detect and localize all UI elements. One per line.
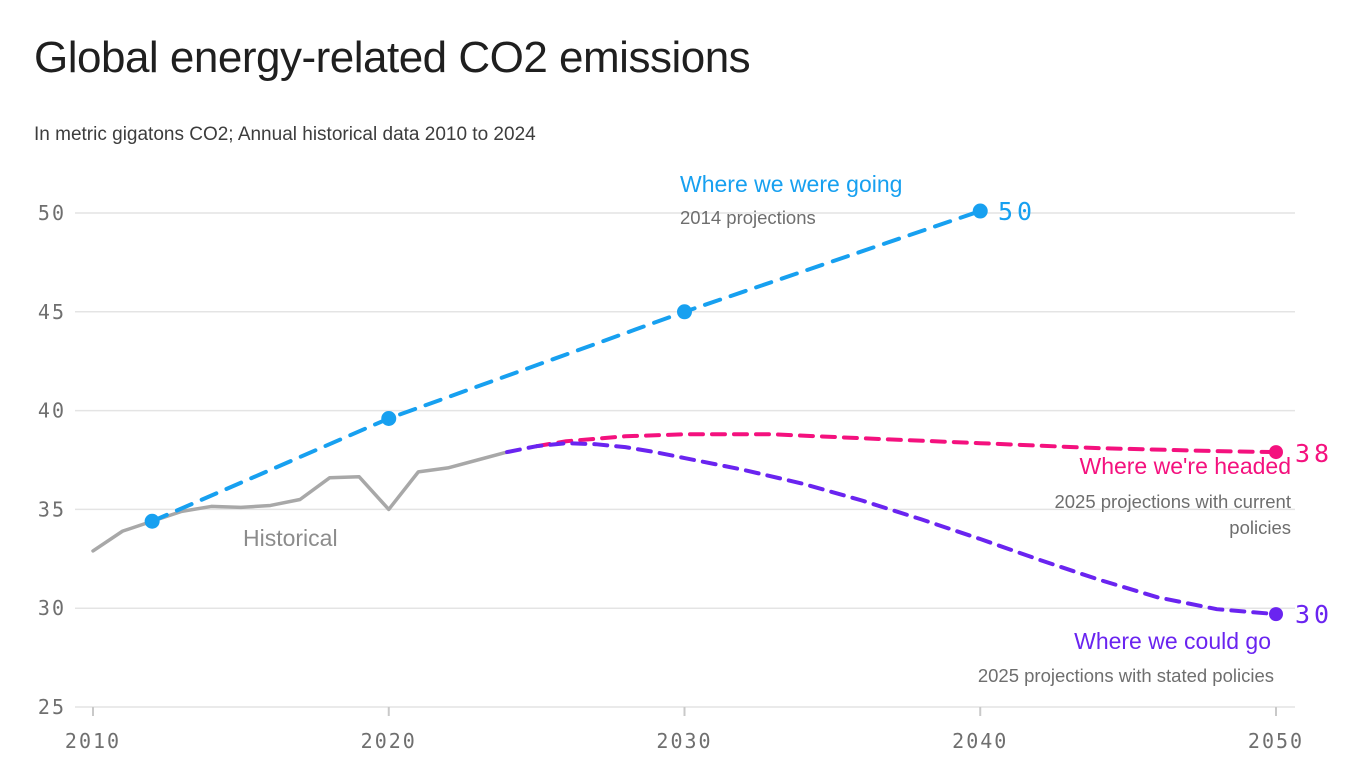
- x-tick-label-2030: 2030: [656, 729, 712, 753]
- x-tick-label-2050: 2050: [1248, 729, 1304, 753]
- value-label-50: 50: [998, 197, 1037, 226]
- series-line-1: [150, 209, 983, 524]
- x-tick-label-2020: 2020: [361, 729, 417, 753]
- series-line-2: [534, 432, 1278, 455]
- label-2025-stated-policies: 2025 projections with stated policies: [977, 665, 1274, 686]
- label-where-were-headed: Where we're headed: [1079, 453, 1291, 479]
- label-2025-current-policies: 2025 projections with current policies: [1054, 491, 1291, 538]
- page-subtitle: In metric gigatons CO2; Annual historica…: [34, 124, 536, 145]
- page-title: Global energy-related CO2 emissions: [34, 33, 751, 82]
- label-where-we-could-go: Where we could go: [1074, 628, 1271, 654]
- label-where-we-were-going: Where we were going: [680, 171, 903, 197]
- value-label-38: 38: [1295, 439, 1334, 468]
- series-2-dot-2050: [1269, 445, 1283, 460]
- y-tick-label-30: 30: [38, 596, 66, 620]
- value-label-30: 30: [1295, 600, 1334, 629]
- series-3-dot-2050: [1269, 607, 1283, 622]
- series-line-3: [505, 441, 1278, 617]
- label-2014-projections: 2014 projections: [680, 207, 816, 228]
- label-historical: Historical: [243, 525, 338, 551]
- x-tick-label-2010: 2010: [65, 729, 121, 753]
- y-tick-label-25: 25: [38, 695, 66, 719]
- x-tick-label-2040: 2040: [952, 729, 1008, 753]
- y-tick-label-45: 45: [38, 300, 66, 324]
- series-1-dot-2040: [972, 203, 988, 219]
- series-1-dot-2012: [144, 513, 160, 529]
- y-tick-label-40: 40: [38, 399, 66, 423]
- series-1-dot-2030: [677, 304, 692, 320]
- series-1-dot-2020: [381, 411, 397, 427]
- y-tick-label-50: 50: [38, 201, 66, 225]
- y-tick-label-35: 35: [38, 497, 66, 521]
